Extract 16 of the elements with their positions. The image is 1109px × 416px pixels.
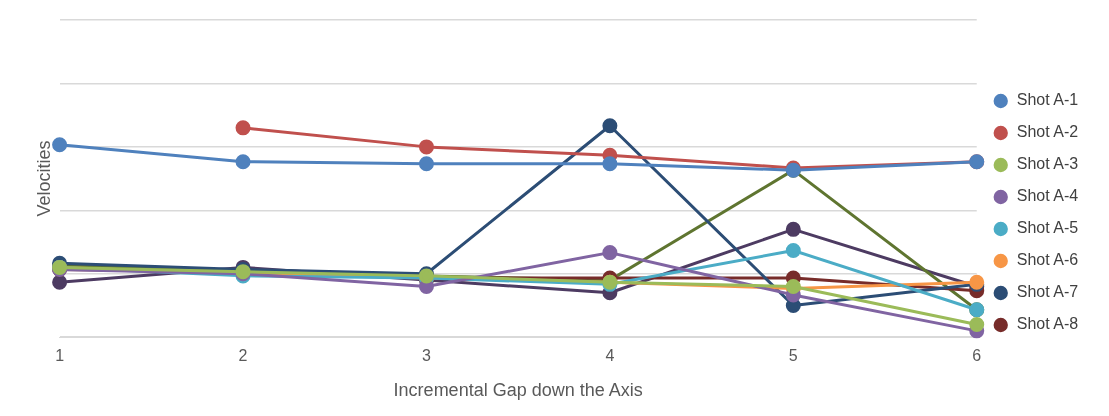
legend-label: Shot A-6 <box>1016 251 1079 269</box>
x-tick-label: 3 <box>422 347 431 365</box>
x-tick-label: 5 <box>788 347 798 365</box>
x-axis-title: Incremental Gap down the Axis <box>393 380 643 401</box>
x-tick-label: 4 <box>605 347 615 365</box>
x-tick-label: 6 <box>972 347 982 365</box>
legend-label: Shot A-2 <box>1016 123 1079 141</box>
y-axis-title: Velocities <box>33 140 54 217</box>
x-tick-label: 2 <box>238 347 248 365</box>
legend-label: Shot A-8 <box>1016 315 1079 333</box>
legend-label: Shot A-7 <box>1016 283 1079 301</box>
legend-label: Shot A-3 <box>1016 155 1079 173</box>
legend-label: Shot A-5 <box>1016 219 1079 237</box>
x-tick-label: 1 <box>55 347 65 365</box>
legend-label: Shot A-1 <box>1016 91 1079 109</box>
legend-label: Shot A-4 <box>1016 187 1079 205</box>
